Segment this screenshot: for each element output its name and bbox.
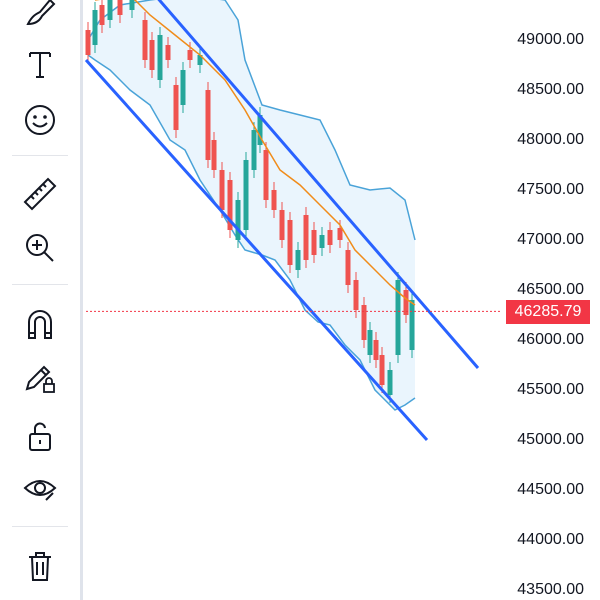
candle-body xyxy=(345,250,351,285)
candle-body xyxy=(180,70,186,105)
price-axis-label: 45000.00 xyxy=(517,431,584,448)
channel-lower-line[interactable] xyxy=(84,58,429,442)
lower-band-line xyxy=(87,54,416,411)
candle-body xyxy=(157,35,163,80)
ruler-icon xyxy=(23,177,57,211)
price-axis-label: 49000.00 xyxy=(517,31,584,48)
candle-body xyxy=(319,235,325,248)
candle-body xyxy=(227,180,233,230)
magnet-icon xyxy=(28,310,52,339)
candle-body xyxy=(379,355,385,385)
brush-tool-button[interactable] xyxy=(10,0,70,34)
emoji-tool-button[interactable] xyxy=(10,98,70,142)
candle-body xyxy=(243,160,249,230)
price-axis-label: 45500.00 xyxy=(517,381,584,398)
toolbar-separator xyxy=(12,284,68,285)
toolbar-separator xyxy=(12,155,68,156)
ruler-tool-button[interactable] xyxy=(10,172,70,216)
unlock-icon xyxy=(29,422,51,451)
candle-body xyxy=(197,55,203,65)
delete-tool-button[interactable] xyxy=(10,544,70,588)
candle-body xyxy=(165,45,171,60)
lock-drawing-tool-button[interactable] xyxy=(10,356,70,400)
candle-body xyxy=(85,30,91,55)
band-fill xyxy=(88,0,415,410)
lock-drawing-icon xyxy=(25,365,55,393)
current-price-tag: 46285.79 xyxy=(506,300,590,324)
zoom-in-icon xyxy=(26,234,54,262)
toolbar-divider xyxy=(80,0,83,600)
price-axis-label: 48000.00 xyxy=(517,131,584,148)
unlock-tool-button[interactable] xyxy=(10,414,70,458)
candle-body xyxy=(353,280,359,310)
price-axis-label: 44000.00 xyxy=(517,531,584,548)
candle-body xyxy=(99,5,105,25)
candle-body xyxy=(235,200,241,240)
candle-body xyxy=(211,140,217,170)
candle-body xyxy=(311,230,317,255)
candle-body xyxy=(117,0,123,15)
moving-average-line xyxy=(95,0,416,306)
candle-body xyxy=(303,215,309,260)
candle-body xyxy=(337,228,343,240)
upper-band-line xyxy=(87,0,416,241)
candle-body xyxy=(279,210,285,240)
candle-body xyxy=(173,85,179,130)
eye-icon xyxy=(23,480,57,501)
trend-channel xyxy=(84,0,480,442)
candle-body xyxy=(287,220,293,265)
text-icon xyxy=(29,52,51,78)
drawing-toolbar xyxy=(0,0,80,600)
candle-body xyxy=(142,20,148,60)
candle-body xyxy=(271,190,277,210)
candle-body xyxy=(409,300,415,350)
text-tool-button[interactable] xyxy=(10,42,70,86)
price-axis-label: 43500.00 xyxy=(517,581,584,598)
trash-icon xyxy=(29,552,51,581)
candle-body xyxy=(92,10,98,45)
price-axis-label: 47000.00 xyxy=(517,231,584,248)
price-axis-label: 48500.00 xyxy=(517,81,584,98)
candle-body xyxy=(295,250,301,270)
price-axis-label: 46500.00 xyxy=(517,281,584,298)
channel-upper-line[interactable] xyxy=(155,0,480,369)
candle-body xyxy=(149,40,155,70)
candle-body xyxy=(251,130,257,170)
emoji-icon xyxy=(25,105,55,135)
candle-body xyxy=(327,230,333,245)
bollinger-bands xyxy=(87,0,416,411)
candle-body xyxy=(373,340,379,360)
candle-body xyxy=(263,150,269,200)
candle-body xyxy=(395,280,401,355)
zoom-tool-button[interactable] xyxy=(10,226,70,270)
price-axis-label: 44500.00 xyxy=(517,481,584,498)
candle-body xyxy=(107,0,113,20)
candle-body xyxy=(219,170,225,210)
candle-body xyxy=(403,290,409,315)
candle-body xyxy=(205,90,211,160)
magnet-tool-button[interactable] xyxy=(10,302,70,346)
candle-body xyxy=(257,115,263,145)
visibility-tool-button[interactable] xyxy=(10,466,70,510)
candle-body xyxy=(129,0,135,10)
price-axis-label: 46000.00 xyxy=(517,331,584,348)
toolbar-separator xyxy=(12,526,68,527)
candle-body xyxy=(361,305,367,340)
candle-body xyxy=(387,370,393,395)
moving-average xyxy=(95,0,416,306)
candlesticks xyxy=(85,0,415,403)
candle-body xyxy=(187,50,193,60)
candle-body xyxy=(367,330,373,355)
brush-icon xyxy=(26,0,56,26)
price-axis-label: 47500.00 xyxy=(517,181,584,198)
